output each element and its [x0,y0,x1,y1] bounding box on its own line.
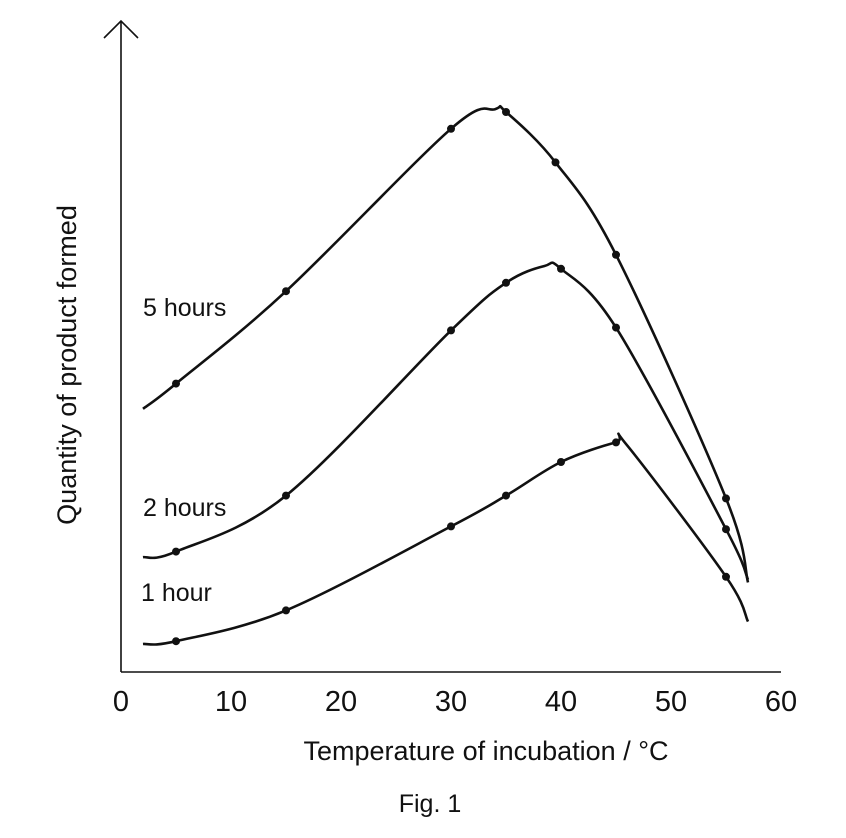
x-tick-label: 50 [655,686,687,718]
series-line-1-hour [142,432,750,646]
series-label-1-hour: 1 hour [141,579,212,607]
data-point-1-hour [447,522,455,531]
y-axis-title: Quantity of product formed [52,205,82,525]
data-point-2-hours [502,278,510,287]
x-tick-label: 10 [215,686,247,718]
data-point-2-hours [172,547,180,556]
data-point-2-hours [722,525,730,534]
series-line-5-hours [142,104,750,583]
data-point-1-hour [502,491,510,500]
series-curves [142,104,750,646]
data-point-5-hours [502,108,510,116]
x-axis-title: Temperature of incubation / °C [304,736,669,766]
figure-caption: Fig. 1 [399,790,462,818]
series-labels: 5 hours 2 hours 1 hour [141,294,226,607]
x-tick-label: 40 [545,686,577,718]
data-point-1-hour [612,438,620,447]
data-point-2-hours [557,264,565,273]
data-point-1-hour [172,637,180,646]
axes [103,19,781,673]
data-point-5-hours [551,158,560,167]
data-point-2-hours [447,326,455,335]
data-point-1-hour [557,458,565,466]
x-ticks: 0 10 20 30 40 50 60 [113,686,797,718]
data-point-5-hours [722,494,730,503]
x-tick-label: 20 [325,686,357,718]
series-markers [172,108,730,646]
data-point-1-hour [282,606,290,615]
series-label-5-hours: 5 hours [143,294,226,322]
data-point-2-hours [612,323,620,332]
series-label-2-hours: 2 hours [143,494,226,522]
data-point-5-hours [282,287,290,296]
data-point-5-hours [172,379,180,388]
data-point-5-hours [612,250,620,259]
x-tick-label: 0 [113,686,129,718]
data-point-5-hours [447,124,455,133]
data-point-2-hours [282,491,290,500]
y-axis-arrowhead [103,19,139,39]
x-tick-label: 30 [435,686,467,718]
x-tick-label: 60 [765,686,797,718]
series-line-2-hours [142,261,750,581]
data-point-1-hour [722,572,730,581]
